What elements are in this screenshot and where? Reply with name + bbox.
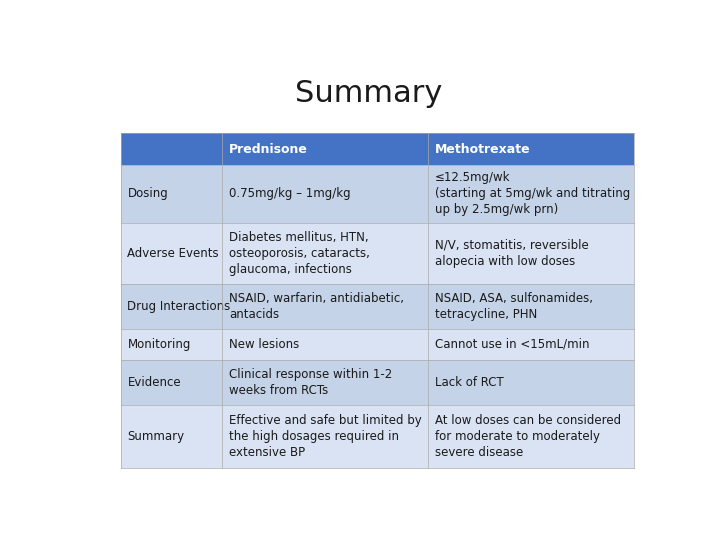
Text: Evidence: Evidence [127, 376, 181, 389]
Text: Clinical response within 1-2
weeks from RCTs: Clinical response within 1-2 weeks from … [229, 368, 392, 397]
Bar [222, 329, 428, 360]
Text: Monitoring: Monitoring [127, 338, 191, 351]
Text: Summary: Summary [127, 430, 184, 443]
Text: 0.75mg/kg – 1mg/kg: 0.75mg/kg – 1mg/kg [229, 187, 351, 200]
Text: ≤12.5mg/wk
(starting at 5mg/wk and titrating
up by 2.5mg/wk prn): ≤12.5mg/wk (starting at 5mg/wk and titra… [435, 171, 630, 217]
Text: Lack of RCT: Lack of RCT [435, 376, 503, 389]
Text: Adverse Events: Adverse Events [127, 247, 219, 260]
Text: Diabetes mellitus, HTN,
osteoporosis, cataracts,
glaucoma, infections: Diabetes mellitus, HTN, osteoporosis, ca… [229, 231, 370, 276]
Text: New lesions: New lesions [229, 338, 300, 351]
Bar [428, 133, 634, 165]
Text: Methotrexate: Methotrexate [435, 143, 531, 156]
Bar [121, 329, 222, 360]
Bar [222, 133, 428, 165]
Text: At low doses can be considered
for moderate to moderately
severe disease: At low doses can be considered for moder… [435, 414, 621, 459]
Text: NSAID, warfarin, antidiabetic,
antacids: NSAID, warfarin, antidiabetic, antacids [229, 292, 404, 321]
Bar [428, 329, 634, 360]
Text: Dosing: Dosing [127, 187, 168, 200]
Text: NSAID, ASA, sulfonamides,
tetracycline, PHN: NSAID, ASA, sulfonamides, tetracycline, … [435, 292, 593, 321]
Text: Prednisone: Prednisone [229, 143, 308, 156]
Text: N/V, stomatitis, reversible
alopecia with low doses: N/V, stomatitis, reversible alopecia wit… [435, 239, 589, 268]
Text: Cannot use in <15mL/min: Cannot use in <15mL/min [435, 338, 590, 351]
Text: Effective and safe but limited by
the high dosages required in
extensive BP: Effective and safe but limited by the hi… [229, 414, 422, 459]
Text: Summary: Summary [295, 79, 443, 109]
Text: Drug Interactions: Drug Interactions [127, 300, 230, 313]
Bar [121, 133, 222, 165]
